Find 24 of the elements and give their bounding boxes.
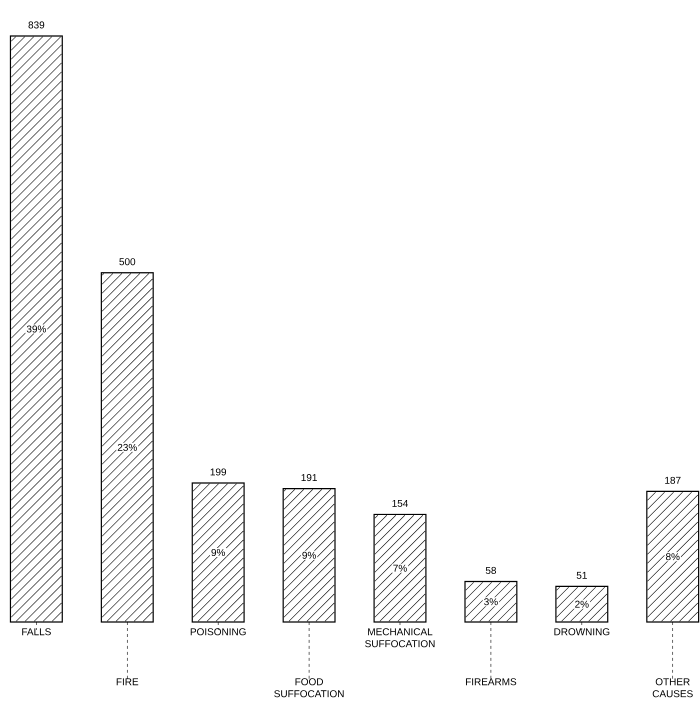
annotation: 3%: [484, 598, 498, 606]
x-tick-label: FALLS: [22, 628, 51, 636]
x-tick-label: FIRE: [116, 678, 138, 686]
x-tick-label: DROWNING: [554, 628, 610, 636]
annotation: 9%: [302, 552, 316, 559]
x-tick-label: POISONING: [190, 628, 246, 636]
data-label: 199: [210, 468, 226, 476]
annotation: 23%: [118, 444, 137, 451]
data-label: 51: [576, 572, 587, 579]
x-tick-label: MECHANICAL SUFFOCATION: [365, 628, 435, 648]
annotation: 39%: [26, 325, 46, 333]
data-label: 191: [302, 474, 317, 482]
annotation: 7%: [393, 564, 407, 572]
x-tick-label: FIREARMS: [466, 678, 516, 686]
data-label: 187: [665, 476, 681, 484]
annotation: 2%: [575, 600, 589, 608]
data-label: 154: [392, 500, 408, 507]
x-tick-label: FOOD SUFFOCATION: [274, 678, 344, 698]
annotation: 9%: [211, 548, 226, 556]
data-label: 58: [486, 566, 496, 574]
annotation: 8%: [666, 553, 680, 560]
data-label: 839: [28, 21, 44, 28]
data-label: 500: [119, 258, 136, 266]
x-tick-label: OTHER CAUSES: [652, 678, 693, 698]
